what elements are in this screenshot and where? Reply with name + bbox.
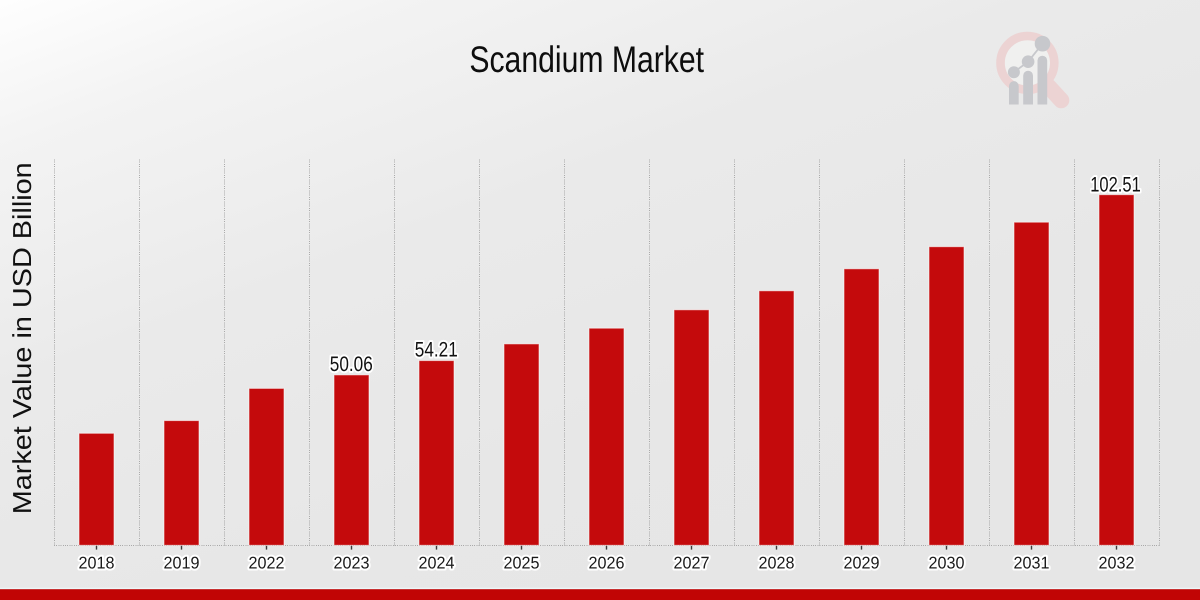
svg-text:2027: 2027 [674, 553, 710, 572]
svg-text:2023: 2023 [334, 553, 370, 572]
svg-text:2019: 2019 [164, 553, 200, 572]
svg-text:Market Value in USD Billion: Market Value in USD Billion [7, 162, 37, 514]
svg-text:2024: 2024 [419, 553, 455, 572]
svg-text:54.21: 54.21 [415, 339, 458, 362]
svg-text:2022: 2022 [249, 553, 285, 572]
svg-text:50.06: 50.06 [330, 353, 373, 376]
svg-text:2025: 2025 [504, 553, 540, 572]
svg-text:2018: 2018 [79, 553, 115, 572]
svg-text:2028: 2028 [759, 553, 795, 572]
svg-text:Scandium Market: Scandium Market [469, 39, 704, 80]
svg-text:2031: 2031 [1014, 553, 1050, 572]
svg-text:2030: 2030 [929, 553, 965, 572]
svg-text:2029: 2029 [844, 553, 880, 572]
svg-text:2026: 2026 [589, 553, 625, 572]
svg-text:102.51: 102.51 [1090, 174, 1141, 197]
svg-text:2032: 2032 [1099, 553, 1135, 572]
